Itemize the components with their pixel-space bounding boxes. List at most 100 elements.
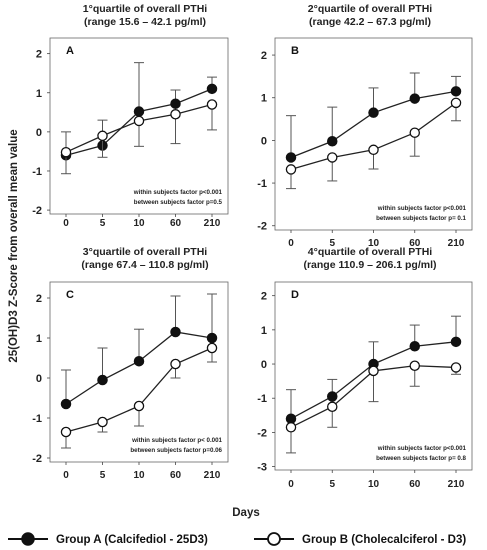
x-tick-label: 210 (448, 238, 465, 249)
data-point-open (206, 342, 218, 354)
y-tick-label: 0 (261, 135, 267, 147)
x-tick-label: 5 (100, 470, 106, 481)
x-tick-label: 10 (368, 479, 380, 490)
data-point-filled (133, 106, 145, 117)
stats-annotation: within subjects factor p< 0.001 (131, 437, 222, 444)
data-point-open (60, 146, 72, 158)
data-point-open (450, 97, 462, 109)
data-point-open (133, 115, 145, 127)
x-tick-label: 0 (288, 238, 294, 249)
panel-title-line2: (range 67.4 – 110.8 pg/ml) (81, 259, 208, 271)
panel-letter: B (291, 45, 299, 57)
y-tick-label: 2 (261, 291, 267, 303)
data-point-open (409, 127, 420, 138)
data-point-open (285, 164, 297, 175)
data-point-open (326, 401, 338, 413)
panel-letter: A (66, 45, 74, 57)
stats-annotation: between subjects factor p=0.06 (130, 447, 222, 454)
y-tick-label: -1 (257, 393, 267, 405)
x-tick-label: 10 (133, 470, 145, 481)
x-tick-label: 60 (170, 218, 182, 229)
data-point-open (368, 365, 379, 377)
data-point-open (206, 99, 218, 110)
x-tick-label: 5 (329, 238, 335, 249)
data-point-filled (409, 93, 420, 104)
data-point-filled (326, 136, 338, 147)
x-tick-label: 210 (204, 218, 221, 229)
x-axis-label: Days (232, 507, 260, 519)
legend-item-group-b: Group B (Cholecalciferol - D3) (254, 532, 466, 546)
data-point-filled (368, 107, 379, 118)
legend-item-group-a: Group A (Calcifediol - 25D3) (8, 532, 208, 546)
panel-title-line1: 4°quartile of overall PTHi (308, 246, 432, 258)
stats-annotation: within subjects factor p<0.001 (377, 205, 467, 212)
plot-frame (49, 281, 229, 463)
data-point-open (97, 130, 108, 142)
y-tick-label: -2 (32, 205, 42, 217)
panel-letter: D (291, 289, 299, 301)
x-tick-label: 5 (329, 479, 335, 490)
y-tick-label: 0 (261, 359, 267, 371)
data-point-filled (450, 336, 462, 348)
panel-title-line1: 1°quartile of overall PTHi (83, 3, 207, 15)
data-point-filled (206, 332, 218, 344)
panel-title-line2: (range 15.6 – 42.1 pg/ml) (84, 16, 206, 28)
x-tick-label: 60 (409, 479, 421, 490)
data-point-filled (285, 152, 297, 163)
series-group-b (60, 99, 218, 175)
plot-frame (274, 37, 473, 231)
x-tick-label: 210 (204, 470, 221, 481)
y-tick-label: 2 (36, 49, 42, 61)
y-tick-label: 1 (36, 333, 42, 345)
legend-marker-filled (21, 532, 35, 546)
stats-annotation: between subjects factor p= 0.8 (376, 455, 466, 462)
data-point-open (97, 416, 108, 428)
data-point-filled (285, 413, 297, 424)
y-tick-label: -3 (257, 462, 267, 474)
y-tick-label: -1 (257, 178, 267, 190)
series-group-b (60, 342, 218, 449)
x-tick-label: 5 (100, 218, 106, 229)
y-tick-label: 2 (36, 293, 42, 305)
x-tick-label: 210 (448, 479, 465, 490)
data-point-filled (450, 86, 462, 97)
data-point-filled (170, 98, 181, 109)
panel-letter: C (66, 289, 74, 301)
legend-label-group-b: Group B (Cholecalciferol - D3) (302, 534, 466, 546)
data-point-open (326, 152, 338, 163)
data-point-open (450, 362, 462, 373)
y-tick-label: 0 (36, 373, 42, 385)
x-tick-label: 0 (63, 470, 69, 481)
x-tick-label: 0 (63, 218, 69, 229)
panel-title-line1: 2°quartile of overall PTHi (308, 3, 432, 15)
y-tick-label: -2 (32, 453, 42, 465)
series-group-b (285, 97, 462, 190)
stats-annotation: between subjects factor p=0.5 (134, 199, 223, 206)
y-tick-label: 0 (36, 127, 42, 139)
data-point-filled (409, 341, 420, 352)
x-tick-label: 10 (133, 218, 145, 229)
y-axis-label: 25(OH)D3 Z-Score from overall mean value (8, 129, 20, 362)
legend-label-group-a: Group A (Calcifediol - 25D3) (56, 534, 208, 546)
data-point-open (368, 144, 379, 156)
series-group-a (60, 293, 218, 410)
y-tick-label: 2 (261, 50, 267, 62)
data-point-filled (97, 374, 108, 386)
series-group-a (285, 72, 462, 163)
panel-b: 2°quartile of overall PTHi(range 42.2 – … (257, 3, 473, 249)
x-tick-label: 0 (288, 479, 294, 490)
panel-title-line2: (range 110.9 – 206.1 pg/ml) (303, 259, 436, 271)
y-tick-label: 1 (261, 93, 267, 105)
y-tick-label: 1 (36, 88, 42, 100)
y-tick-label: -1 (32, 413, 42, 425)
data-point-filled (206, 83, 218, 95)
data-point-open (60, 426, 72, 438)
y-tick-label: -2 (257, 221, 267, 233)
panel-d: 4°quartile of overall PTHi(range 110.9 –… (257, 246, 473, 490)
data-point-filled (326, 391, 338, 402)
data-point-open (285, 422, 297, 433)
series-group-b (285, 360, 462, 454)
data-point-open (133, 400, 145, 412)
legend: Group A (Calcifediol - 25D3) Group B (Ch… (8, 532, 466, 546)
